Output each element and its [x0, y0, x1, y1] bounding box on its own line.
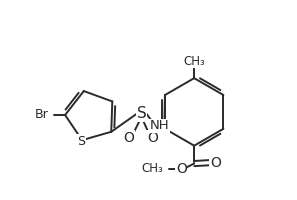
- Text: O: O: [123, 131, 134, 145]
- Text: S: S: [137, 106, 146, 121]
- Text: CH₃: CH₃: [141, 162, 163, 175]
- Text: O: O: [210, 156, 221, 170]
- Text: O: O: [176, 162, 187, 176]
- Text: O: O: [147, 131, 158, 145]
- Text: Br: Br: [35, 108, 49, 121]
- Text: CH₃: CH₃: [183, 55, 205, 68]
- Text: S: S: [77, 135, 85, 148]
- Text: NH: NH: [150, 119, 169, 132]
